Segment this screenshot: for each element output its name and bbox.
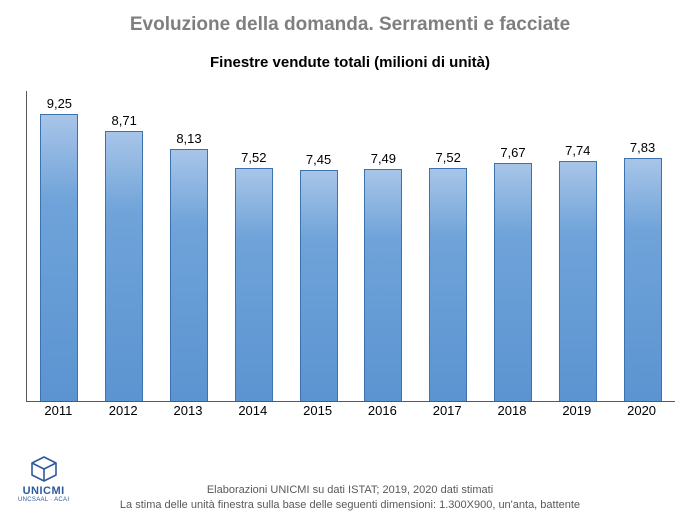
bar-slot: 8,71 bbox=[92, 113, 157, 401]
bar-chart: 9,25 8,71 8,13 7,52 7,45 7,49 7,52 7,67 7,74 7,83… bbox=[26, 91, 674, 421]
bar bbox=[170, 149, 208, 401]
bar-value-label: 7,67 bbox=[500, 145, 525, 160]
bar-value-label: 7,45 bbox=[306, 152, 331, 167]
logo-text: UNICMI bbox=[23, 485, 65, 497]
category-label: 2013 bbox=[156, 403, 221, 418]
bar-slot: 9,25 bbox=[27, 96, 92, 401]
bar-slot: 7,74 bbox=[545, 143, 610, 401]
unicmi-logo: UNICMI UNCSAAL · ACAI bbox=[18, 455, 69, 503]
footnote-line-1: Elaborazioni UNICMI su dati ISTAT; 2019,… bbox=[207, 484, 493, 496]
footer: Elaborazioni UNICMI su dati ISTAT; 2019,… bbox=[0, 483, 700, 513]
bar bbox=[364, 169, 402, 401]
category-label: 2012 bbox=[91, 403, 156, 418]
cube-icon bbox=[26, 455, 62, 483]
bar bbox=[494, 163, 532, 401]
bar-value-label: 9,25 bbox=[47, 96, 72, 111]
category-label: 2019 bbox=[544, 403, 609, 418]
category-label: 2011 bbox=[26, 403, 91, 418]
footnote: Elaborazioni UNICMI su dati ISTAT; 2019,… bbox=[50, 483, 650, 513]
bar bbox=[429, 168, 467, 401]
plot-area: 9,25 8,71 8,13 7,52 7,45 7,49 7,52 7,67 7,74 7,83 bbox=[26, 91, 675, 402]
footnote-line-2: La stima delle unità finestra sulla base… bbox=[120, 499, 580, 511]
bar-slot: 8,13 bbox=[157, 131, 222, 401]
bar-value-label: 7,49 bbox=[371, 151, 396, 166]
category-label: 2015 bbox=[285, 403, 350, 418]
bar-value-label: 7,74 bbox=[565, 143, 590, 158]
bar-value-label: 7,52 bbox=[241, 150, 266, 165]
category-label: 2017 bbox=[415, 403, 480, 418]
bar bbox=[40, 114, 78, 401]
bar-value-label: 8,13 bbox=[176, 131, 201, 146]
bar bbox=[235, 168, 273, 401]
bar bbox=[559, 161, 597, 401]
logo-subtext: UNCSAAL · ACAI bbox=[18, 497, 69, 503]
bar-value-label: 8,71 bbox=[112, 113, 137, 128]
chart-subtitle: Finestre vendute totali (milioni di unit… bbox=[18, 54, 682, 71]
bar-slot: 7,49 bbox=[351, 151, 416, 401]
bar bbox=[300, 170, 338, 401]
bar-slot: 7,67 bbox=[481, 145, 546, 401]
page-title: Evoluzione della domanda. Serramenti e f… bbox=[18, 14, 682, 36]
bar bbox=[624, 158, 662, 401]
bar-value-label: 7,83 bbox=[630, 140, 655, 155]
category-label: 2016 bbox=[350, 403, 415, 418]
bar-value-label: 7,52 bbox=[436, 150, 461, 165]
category-label: 2020 bbox=[609, 403, 674, 418]
bar-slot: 7,83 bbox=[610, 140, 675, 401]
category-label: 2018 bbox=[480, 403, 545, 418]
bar-slot: 7,45 bbox=[286, 152, 351, 401]
category-label: 2014 bbox=[220, 403, 285, 418]
bar bbox=[105, 131, 143, 401]
bar-slot: 7,52 bbox=[416, 150, 481, 401]
bar-slot: 7,52 bbox=[221, 150, 286, 401]
